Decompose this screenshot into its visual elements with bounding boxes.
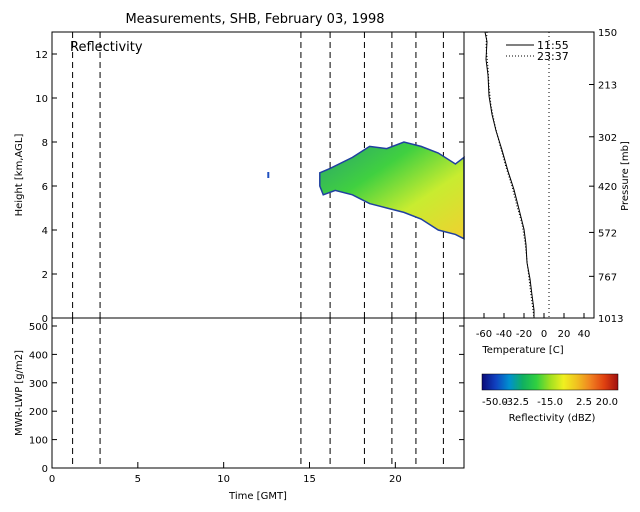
lwp-tick-label: 0	[42, 464, 48, 475]
height-tick-label: 0	[42, 314, 48, 325]
time-axis-label: Time [GMT]	[228, 491, 287, 502]
lwp-panel: MWR-LWP [g/m2] Time [GMT] 01002003004005…	[14, 317, 465, 502]
lwp-launch-lines	[72, 318, 444, 468]
time-tick-label: 0	[49, 474, 55, 485]
lwp-tick-label: 100	[29, 436, 48, 447]
height-tick-label: 12	[35, 50, 48, 61]
colorbar-ramp	[481, 373, 619, 391]
pressure-tick-label: 1013	[598, 314, 623, 325]
lwp-y-ticks: 0 100 200 300 400 500	[29, 322, 464, 475]
pressure-axis-label: Pressure [mb]	[620, 141, 631, 211]
time-ticks: 0 5 10 15 20	[49, 462, 402, 485]
height-tick-label: 2	[42, 270, 48, 281]
lwp-tick-label: 500	[29, 322, 48, 333]
colorbar-tick-label: -15.0	[537, 397, 563, 408]
temperature-tick-label: -60	[476, 329, 492, 340]
pressure-tick-label: 767	[598, 272, 617, 283]
sounding-profiles	[484, 31, 535, 319]
height-tick-label: 6	[42, 182, 48, 193]
legend-label-2337: 23:37	[537, 50, 569, 63]
lwp-axis-label: MWR-LWP [g/m2]	[14, 350, 25, 436]
isolated-echo	[267, 172, 270, 178]
time-tick-label: 20	[389, 474, 402, 485]
chart-title: Measurements, SHB, February 03, 1998	[125, 12, 384, 27]
height-tick-label: 8	[42, 138, 48, 149]
time-tick-label: 15	[303, 474, 316, 485]
temperature-tick-label: 0	[541, 329, 547, 340]
temperature-tick-label: -40	[496, 329, 512, 340]
temperature-ticks: -60 -40 -20 0 20 40	[476, 313, 591, 340]
legend-label-1155: 11:55	[537, 39, 569, 52]
colorbar-label: Reflectivity (dBZ)	[509, 413, 596, 424]
height-tick-label: 4	[42, 226, 48, 237]
time-tick-label: 10	[217, 474, 230, 485]
colorbar: -50.0-32.5 -15.0 2.5 20.0 Reflectivity (dBZ…	[481, 373, 619, 424]
temperature-tick-label: -20	[516, 329, 532, 340]
pressure-tick-label: 213	[598, 81, 617, 92]
height-axis-label: Height [km,AGL]	[14, 134, 25, 217]
pressure-tick-label: 420	[598, 182, 617, 193]
profile-2337	[485, 31, 535, 319]
colorbar-tick-label: 2.5	[576, 397, 592, 408]
lwp-frame	[51, 317, 465, 469]
lwp-tick-label: 400	[29, 350, 48, 361]
colorbar-tick-label: -32.5	[503, 397, 529, 408]
pressure-tick-label: 302	[598, 133, 617, 144]
temperature-tick-label: 20	[558, 329, 571, 340]
colorbar-tick-label: -50.0	[482, 397, 508, 408]
echo-region	[319, 141, 465, 241]
sounding-legend: 11:55 23:37	[506, 39, 569, 63]
sounding-panel: Pressure [mb] Temperature [C] -60 -40 -20 0…	[463, 28, 631, 356]
colorbar-ticks: -50.0-32.5 -15.0 2.5 20.0	[482, 397, 618, 408]
sounding-frame	[463, 31, 595, 319]
pressure-tick-label: 572	[598, 228, 617, 239]
reflectivity-panel: Reflectivity Height [km,AGL] 0 2 4 6 8 10 12	[14, 31, 465, 325]
height-tick-label: 10	[35, 94, 48, 105]
pressure-ticks: 150 213 302 420 572 767 1013	[589, 28, 623, 325]
profile-1155	[484, 31, 535, 318]
time-tick-label: 5	[135, 474, 141, 485]
echo-layer	[267, 141, 465, 241]
temperature-axis-label: Temperature [C]	[481, 345, 563, 356]
lwp-tick-label: 200	[29, 407, 48, 418]
reflectivity-panel-label: Reflectivity	[70, 40, 143, 55]
colorbar-tick-label: 20.0	[596, 397, 618, 408]
pressure-tick-label: 150	[598, 28, 617, 39]
lwp-tick-label: 300	[29, 379, 48, 390]
temperature-tick-label: 40	[578, 329, 591, 340]
height-ticks: 0 2 4 6 8 10 12	[35, 50, 464, 325]
